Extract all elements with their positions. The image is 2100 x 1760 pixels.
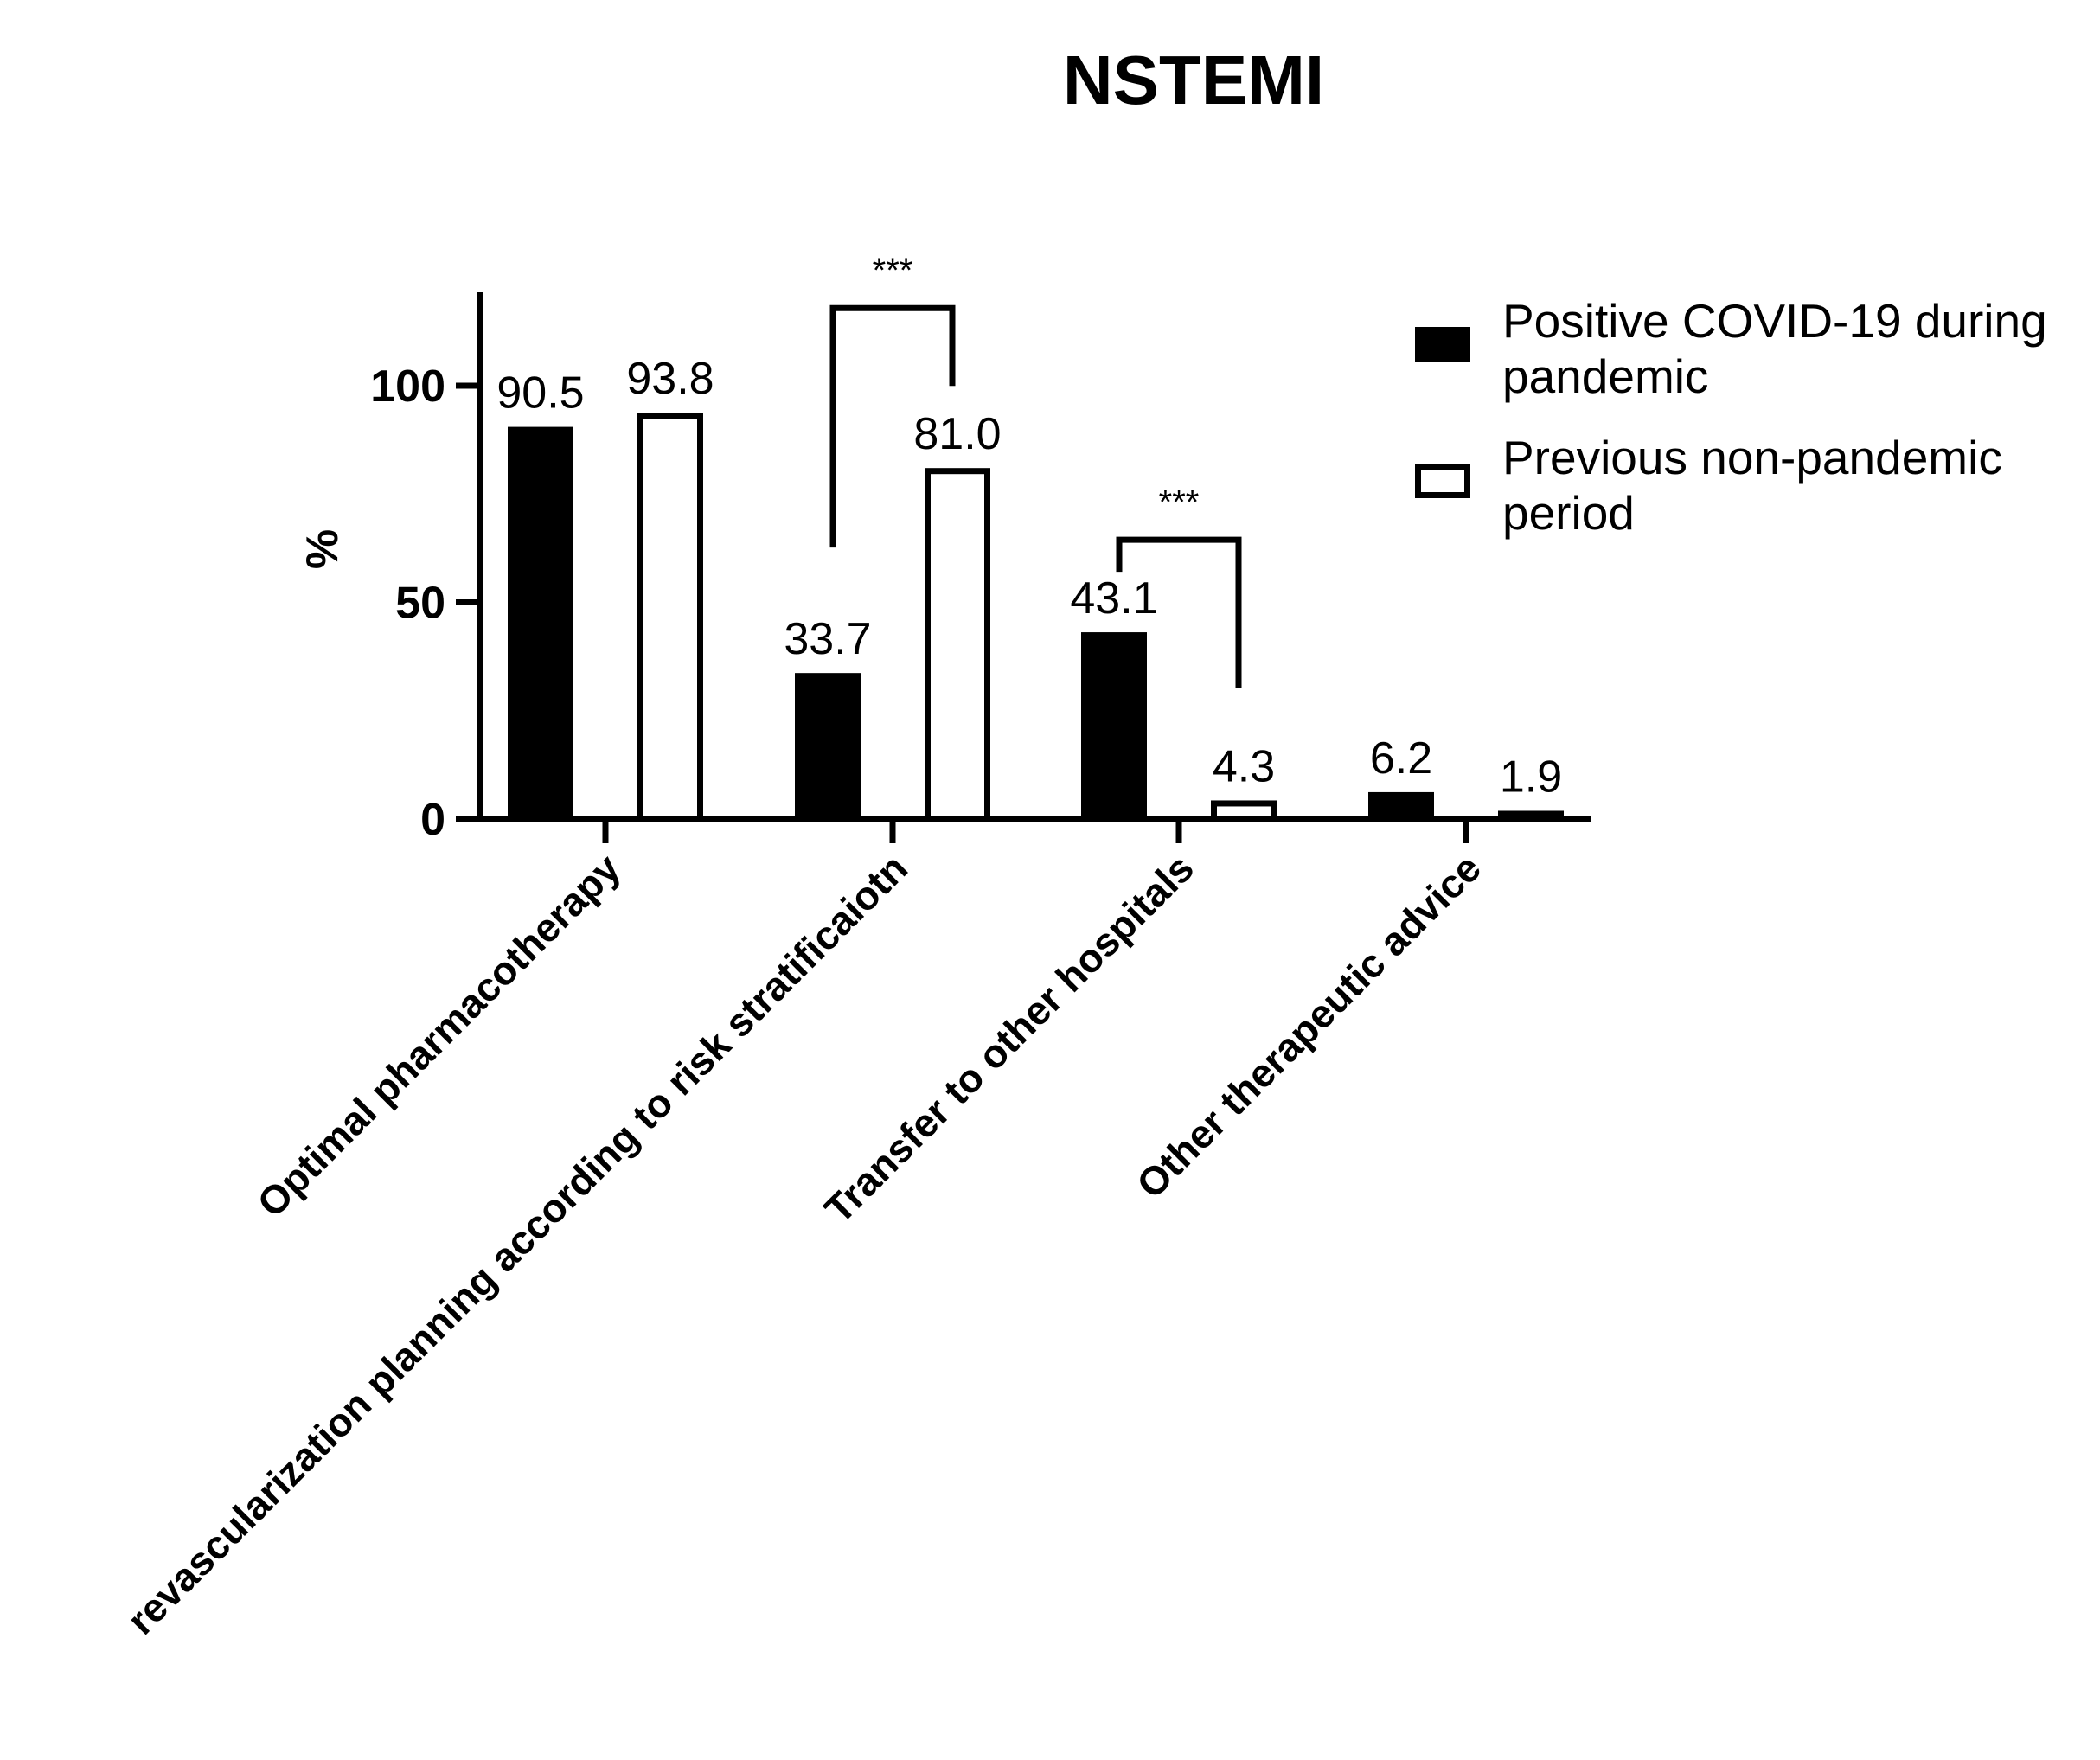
significance-label: *** (873, 252, 913, 290)
legend-swatch-series-1 (1415, 327, 1470, 362)
bar-series-2 (637, 413, 703, 822)
data-labels-group: 90.5 33.7 43.1 6.2 93.8 81.0 4.3 1.9 (496, 354, 1562, 802)
bar-series-2 (1498, 810, 1564, 822)
bar-series-1 (1081, 632, 1147, 819)
legend-label: Positive COVID-19 during pandemic (1502, 294, 2047, 403)
y-tick-label: 50 (395, 579, 445, 629)
bar-series-1 (1368, 791, 1434, 819)
data-label: 1.9 (1500, 752, 1562, 802)
data-label: 81.0 (913, 409, 1001, 459)
legend: Positive COVID-19 during pandemic Previous… (1415, 294, 2047, 540)
data-label: 6.2 (1370, 733, 1432, 784)
data-label: 43.1 (1070, 573, 1157, 624)
y-axis-label: % (298, 529, 348, 569)
bars-group (508, 413, 1564, 822)
significance-bracket (829, 304, 956, 548)
data-label: 33.7 (784, 614, 871, 664)
y-tick-label: 100 (370, 362, 445, 412)
data-label: 4.3 (1213, 741, 1275, 791)
significance-label: *** (1159, 483, 1200, 522)
y-tick-label: 0 (420, 795, 445, 845)
significance-group: *** *** (829, 252, 1242, 688)
bar-series-2 (925, 468, 990, 822)
bar-series-1 (508, 426, 573, 819)
category-label: Other therapeutic advice (1128, 845, 1489, 1206)
significance-bracket (1116, 536, 1242, 688)
bar-series-2 (1211, 800, 1277, 822)
data-label: 90.5 (496, 368, 584, 419)
chart-title: NSTEMI (1063, 42, 1324, 118)
bar-series-1 (795, 673, 861, 819)
legend-swatch-series-2 (1415, 464, 1470, 498)
data-label: 93.8 (626, 354, 714, 404)
legend-label: Previous non-pandemic period (1502, 431, 2002, 540)
